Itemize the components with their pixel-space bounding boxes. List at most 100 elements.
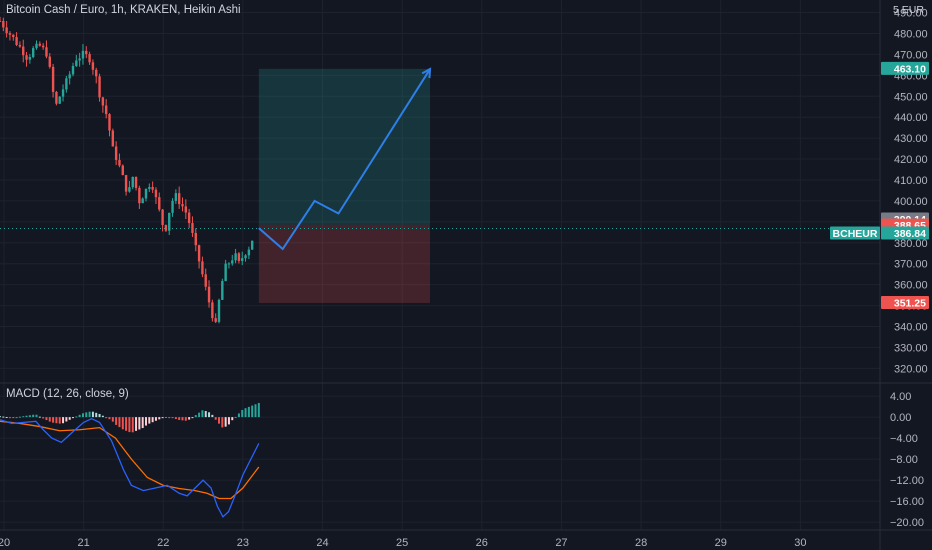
candle-body-10 — [31, 48, 35, 58]
candle-body-40 — [131, 176, 134, 188]
macd-bar-19 — [62, 417, 65, 424]
macd-bar-73 — [241, 409, 244, 418]
candle-body-14 — [45, 47, 48, 57]
candle-body-15 — [48, 56, 51, 67]
macd-bar-47 — [154, 417, 157, 421]
projection-path[interactable] — [258, 67, 432, 251]
macd-tick-3: −8.00 — [890, 454, 918, 466]
macd-bar-24 — [78, 414, 81, 418]
symbol-tag-text: BCHEUR — [833, 228, 878, 240]
macd-tick-0: 4.00 — [890, 391, 911, 403]
macd-bar-18 — [58, 417, 61, 424]
macd-bar-26 — [85, 412, 88, 418]
macd-bar-68 — [224, 417, 227, 427]
macd-bar-63 — [208, 412, 211, 418]
macd-bar-52 — [171, 417, 174, 419]
macd-bar-10 — [32, 414, 35, 418]
candle-body-48 — [158, 197, 161, 210]
macd-bar-2 — [5, 416, 8, 418]
candle-body-46 — [151, 186, 154, 190]
macd-bar-3 — [8, 417, 11, 419]
macd-histogram — [0, 402, 260, 433]
price-label-box-3 — [881, 226, 929, 240]
macd-bar-75 — [247, 406, 250, 418]
time-tick-3: 23 — [237, 537, 249, 549]
macd-bar-55 — [181, 417, 184, 421]
macd-bar-62 — [204, 411, 207, 418]
candle-body-56 — [184, 206, 188, 213]
macd-bar-0 — [0, 416, 1, 418]
candle-body-73 — [241, 258, 244, 261]
price-label-box-0 — [881, 61, 929, 75]
price-tick-8: 400.00 — [894, 196, 928, 208]
candle-body-47 — [154, 189, 158, 198]
candle-body-28 — [91, 62, 95, 70]
time-tick-4: 24 — [316, 537, 328, 549]
price-tick-2: 340.00 — [894, 321, 928, 333]
long-position-tool[interactable] — [0, 68, 880, 303]
candle-body-58 — [191, 223, 194, 233]
macd-bar-65 — [214, 417, 217, 420]
macd-tick-5: −16.00 — [890, 496, 924, 508]
candle-body-74 — [244, 255, 247, 259]
candle-body-0 — [0, 20, 2, 22]
macd-bar-35 — [115, 417, 118, 425]
candle-body-51 — [168, 212, 171, 231]
macd-bar-25 — [81, 413, 84, 418]
time-tick-10: 30 — [794, 537, 806, 549]
time-tick-8: 28 — [635, 537, 647, 549]
currency-label: 5 EUR — [893, 4, 924, 16]
macd-bar-71 — [234, 416, 237, 418]
candle-body-16 — [51, 66, 55, 92]
time-tick-0: 20 — [0, 537, 10, 549]
macd-bar-74 — [244, 408, 247, 418]
macd-bar-44 — [145, 417, 148, 426]
macd-bar-20 — [65, 417, 68, 422]
candle-body-67 — [221, 281, 224, 300]
price-tick-11: 430.00 — [894, 133, 928, 145]
candle-body-66 — [217, 299, 221, 322]
candle-body-13 — [41, 45, 45, 48]
macd-bar-7 — [22, 416, 25, 418]
candle-body-55 — [181, 204, 184, 207]
projection-arrowhead — [421, 67, 432, 79]
candle-body-69 — [227, 263, 231, 265]
time-tick-2: 22 — [157, 537, 169, 549]
candle-body-3 — [8, 33, 12, 35]
price-tick-0: 320.00 — [894, 363, 928, 375]
candle-body-1 — [2, 21, 5, 28]
candle-body-45 — [148, 186, 151, 189]
time-tick-1: 21 — [77, 537, 89, 549]
candle-body-76 — [250, 240, 254, 250]
axis-top-mark: 5 — [893, 4, 899, 16]
macd-bar-45 — [148, 417, 151, 424]
candle-body-43 — [141, 198, 144, 204]
candle-body-9 — [28, 57, 32, 60]
candle-body-39 — [128, 187, 131, 192]
candle-body-8 — [25, 55, 28, 60]
candle-body-2 — [5, 27, 8, 34]
macd-bar-30 — [98, 413, 101, 418]
candle-body-38 — [124, 175, 128, 192]
price-label-box-4 — [881, 295, 929, 309]
macd-bar-38 — [125, 417, 128, 431]
price-tick-10: 420.00 — [894, 154, 928, 166]
candle-body-72 — [237, 253, 241, 261]
candle-body-12 — [38, 43, 42, 46]
candle-body-63 — [207, 286, 211, 303]
candle-body-30 — [98, 76, 101, 98]
macd-bar-5 — [15, 417, 18, 419]
symbol-tag-box — [830, 226, 880, 240]
candle-body-22 — [71, 65, 75, 75]
candle-body-33 — [108, 114, 111, 131]
macd-bar-16 — [52, 417, 55, 423]
candle-body-36 — [118, 159, 121, 166]
currency-code: EUR — [901, 4, 924, 16]
macd-bar-53 — [174, 417, 177, 420]
macd-bar-57 — [188, 417, 191, 420]
candle-body-18 — [58, 96, 61, 104]
macd-bar-13 — [42, 417, 45, 419]
candle-body-25 — [81, 50, 85, 59]
candle-body-59 — [194, 232, 197, 246]
